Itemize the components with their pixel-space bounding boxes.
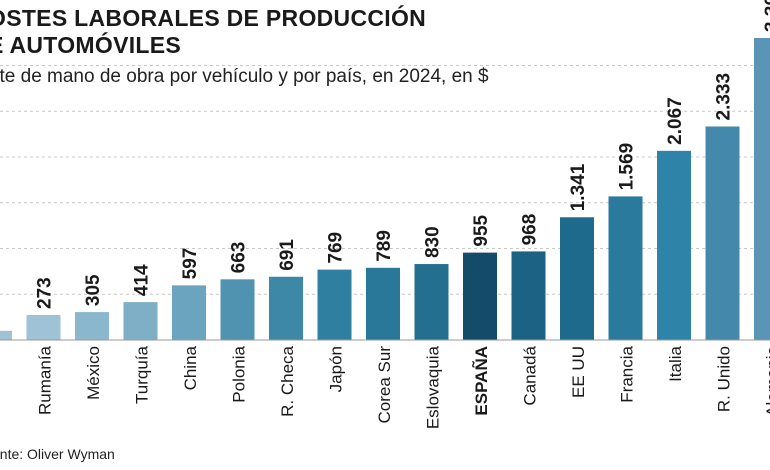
bar-Francia: [608, 196, 643, 340]
bar-México: [75, 312, 109, 340]
bar-EE UU: [560, 217, 594, 340]
data-label-Italia: 2.067: [665, 97, 686, 145]
data-label-China: 597: [180, 248, 201, 280]
bar-Rumanía: [26, 315, 61, 340]
x-tick-label-Rumanía: Rumanía: [36, 345, 55, 415]
chart-title-line1: OSTES LABORALES DE PRODUCCIÓN: [0, 5, 427, 31]
bar-Polonia: [220, 279, 255, 340]
data-label-R. Checa: 691: [277, 239, 298, 271]
x-tick-label-Eslovaquia: Eslovaquia: [424, 345, 443, 429]
x-tick-label-Corea Sur: Corea Sur: [375, 346, 394, 424]
x-tick-label-China: China: [181, 345, 200, 390]
bar-Corea Sur: [366, 267, 400, 340]
bar-R. Unido: [705, 126, 740, 340]
x-tick-label-Turquía: Turquía: [133, 345, 152, 404]
x-tick-label-México: México: [84, 346, 103, 400]
x-tick-label-Japón: Japón: [327, 346, 346, 392]
bar-first: [0, 330, 12, 340]
chart-subtitle: ste de mano de obra por vehículo y por p…: [0, 66, 489, 87]
data-label-Canadá: 968: [520, 214, 541, 246]
x-tick-label-EE UU: EE UU: [569, 346, 588, 398]
data-label-Japón: 769: [326, 232, 347, 264]
chart-title-line2: E AUTOMÓVILES: [0, 32, 182, 58]
x-tick-label-Canadá: Canadá: [521, 345, 540, 405]
bar-Canadá: [511, 251, 546, 340]
bar-Italia: [657, 150, 691, 340]
x-tick-label-Italia: Italia: [666, 345, 685, 381]
x-tick-label-Francia: Francia: [618, 345, 637, 402]
source-note: ente: Oliver Wyman: [0, 446, 115, 462]
x-tick-label-Polonia: Polonia: [230, 345, 249, 402]
bar-Eslovaquia: [414, 264, 449, 340]
data-label-México: 305: [83, 274, 104, 306]
data-label-R. Unido: 2.333: [714, 73, 735, 121]
bar-China: [172, 285, 206, 340]
x-tick-label-Alemania: Alemania: [763, 345, 770, 416]
data-label-EE UU: 1.341: [568, 163, 589, 211]
data-label-Corea Sur: 789: [374, 230, 395, 262]
data-label-ESPAÑA: 955: [471, 214, 492, 246]
bar-Japón: [317, 269, 352, 340]
data-label-Rumanía: 273: [35, 277, 56, 309]
data-label-Eslovaquia: 830: [423, 226, 444, 258]
x-tick-label-ESPAÑA: ESPAÑA: [471, 346, 491, 416]
bar-Alemania: [754, 38, 770, 340]
bar-R. Checa: [269, 276, 303, 340]
bar-ESPAÑA: [463, 252, 497, 340]
data-label-Alemania: 3.30: [762, 0, 770, 32]
data-label-Polonia: 663: [229, 242, 250, 274]
x-tick-label-R. Checa: R. Checa: [278, 345, 297, 416]
data-label-Francia: 1.569: [617, 143, 638, 191]
data-label-Turquía: 414: [132, 264, 153, 296]
x-tick-label-R. Unido: R. Unido: [715, 346, 734, 412]
bar-Turquía: [123, 302, 158, 340]
